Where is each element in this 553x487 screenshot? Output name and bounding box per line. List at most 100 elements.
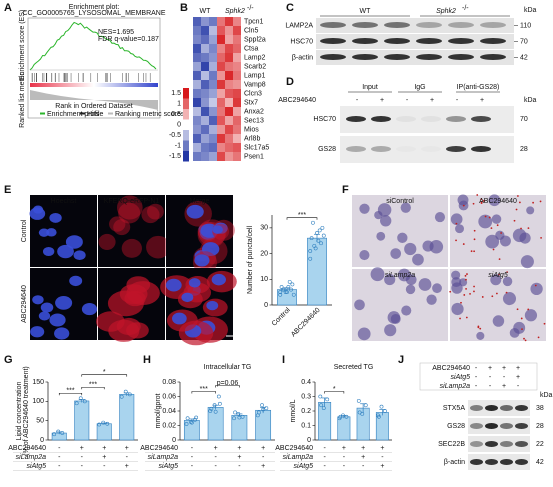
bar (337, 416, 351, 441)
nucleus (186, 204, 204, 219)
lipid-droplet (473, 290, 475, 293)
chart-title: Secreted TG (334, 364, 374, 371)
heat-cell (193, 35, 201, 44)
cell-red (141, 206, 160, 224)
legend-swatch (108, 112, 113, 115)
condition-sign: - (503, 374, 506, 381)
condition-sign: - (58, 463, 61, 470)
heat-cell (209, 107, 217, 116)
heat-cell (193, 80, 201, 89)
lipid-droplet (513, 219, 516, 222)
group-label: Input (362, 84, 378, 91)
nucleus (401, 305, 412, 316)
gene-label: Tpcn1 (244, 18, 264, 25)
heat-cell (217, 98, 225, 107)
heat-cell (233, 116, 241, 125)
data-point (209, 406, 214, 411)
condition-sign: - (81, 454, 84, 461)
lipid-droplet (455, 222, 458, 225)
y-axis-label: Lipid concentration (16, 382, 23, 441)
scale-label: 0 (177, 121, 181, 128)
lipid-droplet (520, 227, 522, 230)
panel-label: D (286, 76, 294, 88)
heat-cell (225, 152, 233, 161)
blot (316, 18, 514, 33)
heat-cell (201, 80, 209, 89)
scale-cell (183, 130, 189, 141)
heat-cell (217, 134, 225, 143)
sign: - (406, 97, 409, 104)
heat-cell (217, 89, 225, 98)
lipid-droplet (469, 292, 471, 295)
band (500, 423, 513, 429)
heat-cell (193, 62, 201, 71)
panel-label: I (282, 354, 285, 366)
lipid-droplet (506, 271, 509, 274)
table-frame (419, 362, 538, 391)
band (416, 54, 442, 60)
lipid-droplet (520, 317, 523, 320)
scale-label: 1.5 (171, 90, 181, 97)
cell-red (118, 202, 141, 224)
lipid-droplet (537, 336, 540, 339)
heat-cell (201, 62, 209, 71)
data-point (52, 432, 57, 437)
legend-text: Hits (87, 111, 100, 118)
data-point (193, 417, 197, 422)
heat-cell (217, 26, 225, 35)
data-point (383, 409, 387, 413)
heat-cell (225, 62, 233, 71)
band (485, 423, 498, 429)
scale-cell (183, 140, 189, 151)
lipid-droplet (527, 308, 530, 311)
heat-cell (233, 98, 241, 107)
lipid-droplet (496, 224, 499, 227)
lipid-droplet (490, 227, 493, 230)
lipid-droplet (449, 290, 452, 293)
row-label: ABC294640 (21, 285, 28, 323)
heat-cell (225, 125, 233, 134)
nucleus (49, 313, 66, 327)
data-point (363, 403, 368, 408)
sign: + (380, 97, 384, 104)
nucleus (397, 232, 408, 243)
condition-label: siAtg5 (451, 374, 471, 381)
significance-label: * (333, 386, 336, 393)
data-point (260, 403, 264, 408)
heat-cell (217, 35, 225, 44)
band (352, 54, 378, 60)
data-point (56, 429, 61, 434)
data-point (217, 401, 222, 406)
band (396, 116, 416, 122)
band (384, 22, 410, 28)
column-label: Merge (190, 198, 210, 205)
condition-sign: - (362, 463, 365, 470)
blot (468, 400, 530, 416)
data-point (290, 282, 295, 287)
nucleus (404, 242, 417, 256)
heat-cell (233, 152, 241, 161)
panel-label: G (4, 354, 13, 366)
condition-sign: + (361, 445, 365, 452)
lipid-droplet (465, 316, 468, 319)
unit-label: kDa (524, 7, 537, 14)
significance-bracket (191, 391, 216, 394)
heat-cell (233, 125, 241, 134)
condition-sign: - (262, 454, 265, 461)
row-label: Control (21, 219, 28, 242)
nucleus (499, 235, 511, 247)
gene-label: Mios (244, 126, 259, 133)
lipid-droplet (477, 326, 480, 329)
data-point (232, 416, 236, 421)
heat-cell (193, 26, 201, 35)
condition-sign: - (191, 445, 194, 452)
group-label: Sphk2 (436, 8, 456, 15)
panel-label: E (4, 184, 11, 196)
heat-cell (217, 53, 225, 62)
band (485, 405, 498, 411)
heat-cell (201, 53, 209, 62)
heat-cell (193, 98, 201, 107)
band (515, 441, 528, 447)
cell-red (98, 233, 116, 250)
y-tick-label: 20 (260, 250, 268, 257)
